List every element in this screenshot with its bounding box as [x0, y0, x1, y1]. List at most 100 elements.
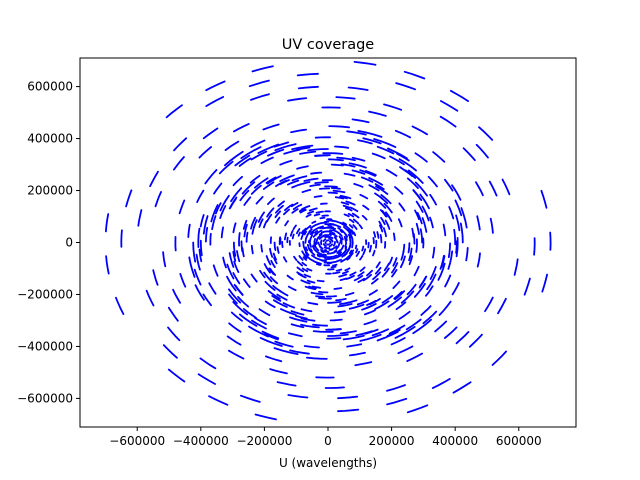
uv-track-segment [352, 218, 360, 225]
uv-track-segment [407, 169, 424, 184]
uv-track-segment [381, 295, 394, 304]
uv-track-segment [419, 228, 423, 244]
uv-track-segment [279, 174, 295, 182]
uv-track-segment [339, 277, 348, 281]
uv-track-segment [385, 211, 393, 222]
uv-track-segment [357, 130, 383, 138]
uv-track-segment [388, 256, 393, 265]
uv-track-segment [300, 323, 320, 329]
uv-track-segment [351, 156, 366, 162]
uv-track-segment [383, 103, 403, 111]
uv-track-segment [243, 223, 248, 238]
uv-track-segment [345, 207, 353, 212]
uv-track-segment [224, 140, 240, 151]
uv-track-segment [533, 237, 536, 256]
uv-track-segment [444, 274, 452, 288]
uv-track-segment [228, 196, 238, 210]
uv-track-segment [330, 163, 344, 167]
uv-track-segment [372, 271, 381, 281]
uv-track-segment [448, 206, 455, 220]
uv-track-segment [313, 195, 323, 198]
uv-track-segment [345, 200, 356, 206]
uv-track-segment [250, 184, 262, 195]
x-tick-label: 400000 [432, 434, 478, 448]
y-tick-label: −400000 [17, 339, 73, 353]
uv-track-segment [380, 217, 386, 226]
uv-track-segment [242, 308, 257, 319]
uv-track-segment [318, 232, 323, 236]
uv-track-segment [373, 138, 397, 148]
uv-track-segment [368, 184, 380, 192]
uv-track-segment [333, 236, 339, 243]
uv-track-segment [197, 227, 201, 248]
uv-track-segment [371, 152, 386, 160]
uv-track-segment [331, 231, 336, 235]
uv-track-segment [347, 233, 351, 239]
uv-track-segment [340, 163, 356, 168]
uv-track-segment [314, 154, 331, 157]
uv-track-segment [262, 123, 280, 131]
uv-track-segment [453, 228, 457, 246]
uv-track-segment [204, 169, 218, 185]
uv-track-segment [199, 214, 205, 228]
uv-track-segment [269, 247, 274, 258]
uv-track-segment [311, 220, 317, 224]
uv-track-segment [263, 263, 271, 274]
uv-track-segment [202, 215, 209, 235]
uv-track-segment [274, 340, 294, 348]
uv-track-segment [301, 205, 311, 211]
uv-track-segment [383, 202, 393, 214]
uv-track-segment [342, 221, 347, 226]
uv-track-segment [125, 189, 133, 208]
uv-track-segment [290, 310, 305, 316]
uv-track-segment [379, 234, 383, 244]
uv-track-segment [343, 235, 348, 248]
uv-track-segment [276, 246, 280, 254]
uv-track-segment [258, 218, 264, 228]
uv-track-segment [205, 96, 225, 107]
uv-track-segment [342, 270, 349, 275]
uv-track-segment [383, 262, 390, 272]
uv-track-segment [314, 181, 329, 184]
uv-track-segment [250, 273, 258, 283]
uv-track-segment [380, 194, 392, 205]
uv-track-segment [335, 298, 347, 302]
uv-track-segment [298, 255, 304, 261]
uv-track-segment [275, 216, 281, 224]
uv-track-segment [328, 243, 333, 248]
uv-track-segment [304, 285, 317, 291]
uv-track-segment [295, 315, 308, 320]
uv-track-segment [289, 349, 310, 355]
uv-track-segment [329, 232, 338, 238]
uv-track-segment [282, 256, 288, 263]
uv-track-segment [374, 183, 385, 190]
uv-track-segment [287, 179, 300, 186]
uv-track-segment [307, 301, 319, 306]
uv-track-segment [261, 330, 280, 340]
uv-track-segment [167, 368, 186, 383]
uv-track-segment [400, 290, 415, 304]
uv-track-segment [376, 145, 395, 155]
uv-track-segment [397, 218, 403, 228]
uv-track-segment [484, 296, 494, 313]
uv-track-segment [320, 250, 325, 254]
x-axis: −600000 −400000 −200000 0 200000 400000 600000 [109, 427, 542, 448]
uv-track-segment [312, 245, 321, 255]
uv-track-segment [422, 310, 438, 325]
uv-track-segment [228, 288, 242, 304]
uv-track-segment [212, 264, 219, 277]
uv-track-segment [398, 202, 406, 212]
uv-track-segment [357, 139, 373, 145]
uv-track-segment [277, 200, 285, 207]
uv-track-segment [255, 196, 264, 205]
uv-track-segment [420, 305, 432, 316]
uv-track-segment [394, 326, 416, 339]
uv-track-segment [406, 404, 429, 414]
uv-track-segment [349, 351, 366, 357]
uv-track-segment [316, 253, 331, 259]
uv-track-segment [284, 220, 289, 227]
uv-track-segment [411, 125, 428, 136]
uv-track-segment [305, 213, 312, 218]
uv-track-segment [385, 168, 398, 177]
